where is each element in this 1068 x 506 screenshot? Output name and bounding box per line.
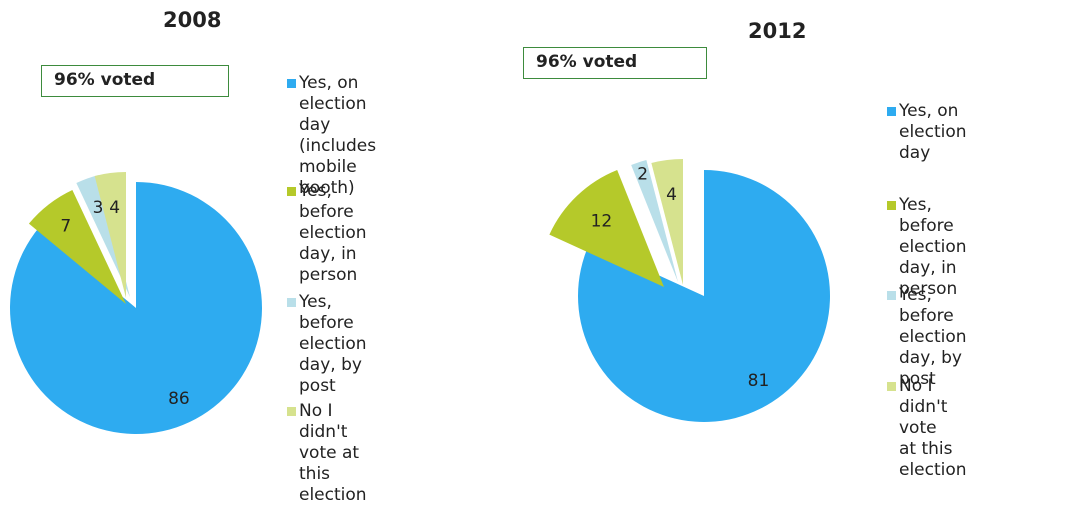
legend-swatch (887, 291, 896, 300)
legend-swatch (887, 382, 896, 391)
legend-label: Yes, before election day, in person (899, 195, 967, 299)
pie-slice (549, 170, 664, 287)
voted-badge-2012: 96% voted (523, 47, 707, 79)
slice-data-label: 7 (60, 216, 71, 236)
legend-item: No I didn't vote at this election (887, 376, 967, 481)
slice-data-label: 2 (637, 164, 648, 184)
slice-data-label: 3 (93, 198, 104, 218)
pie-slice (94, 172, 126, 298)
slice-data-label: 4 (666, 185, 677, 205)
chart-title-2008: 2008 (163, 8, 222, 32)
legend-label: Yes, on election day (includes mobile bo… (299, 73, 377, 198)
legend-label: Yes, before election day, in person (299, 181, 367, 285)
legend-label: No I didn't vote at this election (899, 376, 967, 480)
legend-item: Yes, before election day, in person (287, 181, 367, 286)
pie-slice (631, 160, 678, 282)
pie-slice (651, 159, 683, 285)
legend-item: Yes, before election day, in person (887, 195, 967, 300)
voted-badge-2008: 96% voted (41, 65, 229, 97)
slice-data-label: 4 (109, 198, 120, 218)
pie-slice (578, 170, 830, 423)
legend-swatch (887, 201, 896, 210)
pie-slice (76, 174, 130, 297)
legend-item: Yes, on election day (887, 101, 967, 164)
legend-label: Yes, on election day (899, 101, 967, 163)
legend-label: Yes, before election day, by post (299, 292, 367, 396)
pie-slice (9, 182, 263, 435)
slice-data-label: 86 (168, 389, 190, 409)
pie-slice (28, 189, 127, 304)
pie-chart-2012: 81 12 24 (549, 159, 830, 423)
legend-item: Yes, before election day, by post (887, 285, 967, 390)
legend-swatch (287, 298, 296, 307)
legend-swatch (287, 79, 296, 88)
slice-data-label: 12 (591, 211, 613, 231)
legend-item: Yes, on election day (includes mobile bo… (287, 73, 376, 199)
legend-swatch (287, 407, 296, 416)
legend-swatch (887, 107, 896, 116)
pie-chart-2008: 86 7 3 4 (9, 172, 263, 435)
legend-label: Yes, before election day, by post (899, 285, 967, 389)
slice-data-label: 81 (748, 371, 770, 391)
legend-item: Yes, before election day, by post (287, 292, 367, 397)
legend-swatch (287, 187, 296, 196)
chart-title-2012: 2012 (748, 19, 807, 43)
